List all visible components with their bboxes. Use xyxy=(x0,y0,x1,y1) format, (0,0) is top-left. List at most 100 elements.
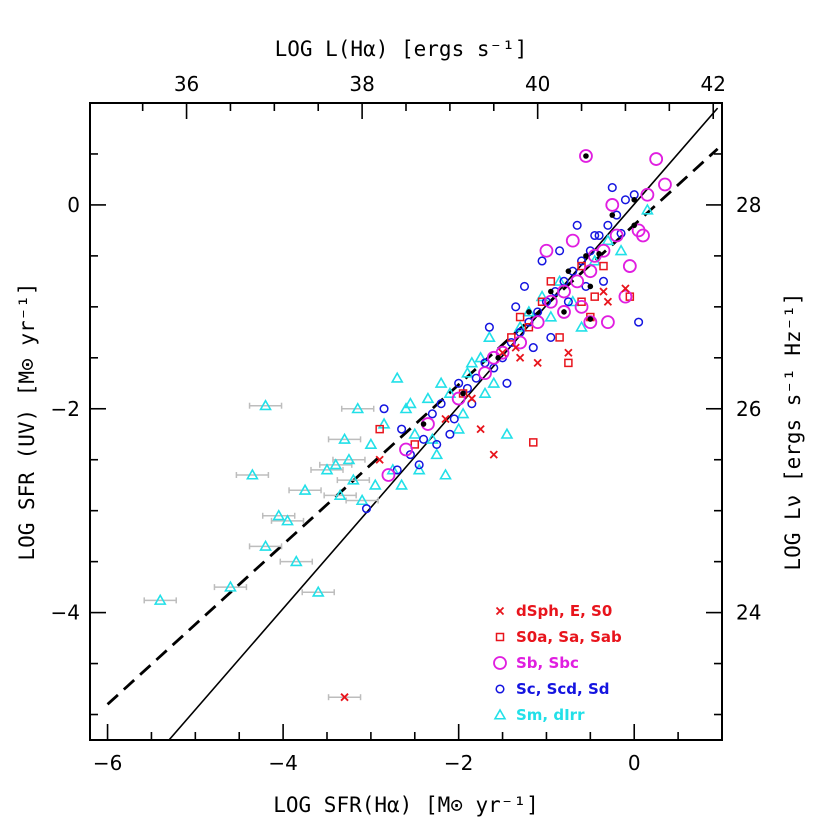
point-triangle xyxy=(404,397,417,409)
point-circle xyxy=(634,317,644,327)
point-dot xyxy=(548,288,554,295)
point-triangle xyxy=(430,448,444,460)
point-circle xyxy=(603,220,613,230)
point-circle xyxy=(598,276,609,286)
legend-item: dSph, E, S0 xyxy=(495,602,612,620)
left-tick-label: −4 xyxy=(51,601,80,625)
point-cross xyxy=(476,425,485,434)
point-circle xyxy=(414,460,424,470)
point-circle xyxy=(555,246,565,256)
point-cross xyxy=(515,353,525,362)
point-triangle xyxy=(395,478,408,490)
point-circle xyxy=(462,383,472,393)
point-big-circle xyxy=(583,315,598,330)
legend-label: dSph, E, S0 xyxy=(516,602,612,620)
point-square xyxy=(507,333,516,342)
point-dot xyxy=(420,421,427,427)
point-dot xyxy=(587,283,594,290)
point-big-circle xyxy=(622,259,637,273)
point-cross xyxy=(375,455,384,464)
point-big-circle xyxy=(451,391,466,406)
point-circle xyxy=(590,230,600,241)
point-big-circle xyxy=(649,152,664,166)
series-circle xyxy=(361,183,644,514)
point-triangle xyxy=(601,233,615,246)
point-triangle xyxy=(364,437,378,449)
point-triangle xyxy=(368,478,382,490)
point-circle xyxy=(528,343,538,353)
point-triangle xyxy=(452,422,466,434)
right-tick-label: 28 xyxy=(736,193,761,217)
top-tick-label: 40 xyxy=(525,72,550,96)
point-dot xyxy=(609,212,616,218)
point-triangle xyxy=(329,458,343,470)
point-triangle xyxy=(408,427,422,439)
bottom-axis-label: LOG SFR(Hα) [M⊙ yr⁻¹] xyxy=(273,793,539,817)
point-circle xyxy=(392,465,402,475)
fit-line-solid xyxy=(168,107,719,740)
legend: dSph, E, S0 S0a, Sa, Sab Sb, Sbc Sc, Scd, S… xyxy=(493,602,622,724)
point-circle xyxy=(594,230,604,241)
point-circle xyxy=(524,317,534,327)
point-big-circle xyxy=(574,299,589,314)
point-cross xyxy=(489,450,498,459)
point-circle xyxy=(563,297,573,307)
point-cross xyxy=(467,394,476,403)
point-square xyxy=(590,292,599,301)
point-circle xyxy=(577,256,587,266)
point-triangle xyxy=(487,376,501,388)
point-triangle xyxy=(474,351,487,363)
point-big-circle xyxy=(381,468,396,482)
point-cross xyxy=(603,297,613,306)
point-triangle xyxy=(342,453,356,465)
point-circle xyxy=(397,424,407,434)
point-square xyxy=(564,358,573,368)
point-cross xyxy=(498,348,507,357)
point-cross xyxy=(511,343,520,352)
point-big-circle xyxy=(640,187,655,202)
left-tick-label: −2 xyxy=(51,397,80,421)
point-triangle xyxy=(333,488,347,500)
top-tick-label: 36 xyxy=(174,72,199,96)
point-dot xyxy=(565,268,572,274)
bottom-tick-label: −4 xyxy=(268,751,297,775)
point-triangle xyxy=(377,417,391,429)
point-square xyxy=(555,333,564,342)
point-dot xyxy=(631,222,638,229)
legend-marker-big-circle xyxy=(493,656,507,670)
point-triangle xyxy=(246,468,259,480)
point-triangle xyxy=(346,473,360,485)
point-circle xyxy=(484,322,494,332)
left-axis-label: LOG SFR (UV) [M⊙ yr⁻¹] xyxy=(15,282,39,560)
point-triangle xyxy=(355,493,369,506)
series-cross xyxy=(340,284,630,702)
point-dot xyxy=(583,153,589,159)
point-triangle xyxy=(311,585,325,597)
right-tick-label: 26 xyxy=(736,397,761,421)
legend-item: S0a, Sa, Sab xyxy=(495,628,622,646)
point-triangle xyxy=(259,539,272,551)
point-dot xyxy=(583,253,589,259)
point-triangle xyxy=(390,371,404,383)
plot-frame xyxy=(89,102,723,741)
point-triangle xyxy=(298,483,312,495)
point-circle xyxy=(427,409,437,419)
point-circle xyxy=(449,414,459,424)
point-big-circle xyxy=(557,284,571,299)
point-triangle xyxy=(351,402,365,414)
data-points xyxy=(143,149,672,702)
legend-marker-circle xyxy=(495,684,505,694)
point-circle xyxy=(572,220,582,230)
point-big-circle xyxy=(399,442,413,457)
legend-marker-triangle xyxy=(493,708,507,720)
point-triangle xyxy=(338,432,351,444)
point-triangle xyxy=(289,555,303,567)
legend-marker-square xyxy=(495,632,505,642)
point-triangle xyxy=(544,310,558,322)
point-triangle xyxy=(421,391,435,404)
point-triangle xyxy=(456,407,470,419)
point-dot xyxy=(596,251,602,257)
legend-item: Sc, Scd, Sd xyxy=(495,680,610,698)
